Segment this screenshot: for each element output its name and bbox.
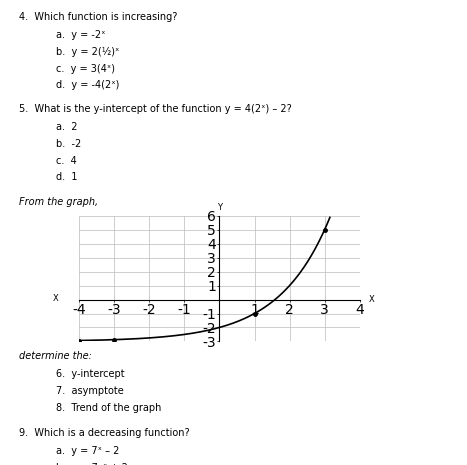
Text: c.  4: c. 4 <box>56 156 77 166</box>
Text: 4.  Which function is increasing?: 4. Which function is increasing? <box>19 12 177 22</box>
Text: d.  1: d. 1 <box>56 173 78 182</box>
Text: 6.  y-intercept: 6. y-intercept <box>56 369 125 379</box>
Text: determine the:: determine the: <box>19 351 92 361</box>
Text: b.  -2: b. -2 <box>56 139 81 149</box>
Text: a.  y = 7ˣ – 2: a. y = 7ˣ – 2 <box>56 446 120 456</box>
Text: d.  y = -4(2ˣ): d. y = -4(2ˣ) <box>56 80 120 90</box>
Text: 5.  What is the y-intercept of the function y = 4(2ˣ) – 2?: 5. What is the y-intercept of the functi… <box>19 104 291 114</box>
Text: 8.  Trend of the graph: 8. Trend of the graph <box>56 403 162 412</box>
Text: Y: Y <box>217 203 222 212</box>
Text: b.  y = 2(½)ˣ: b. y = 2(½)ˣ <box>56 47 120 57</box>
Text: b.  y = 7⁻ˣ + 2: b. y = 7⁻ˣ + 2 <box>56 463 128 465</box>
Text: 9.  Which is a decreasing function?: 9. Which is a decreasing function? <box>19 428 189 438</box>
Text: c.  y = 3(4ˣ): c. y = 3(4ˣ) <box>56 64 115 73</box>
Text: X: X <box>368 295 374 304</box>
Text: X: X <box>53 294 58 303</box>
Text: 7.  asymptote: 7. asymptote <box>56 386 124 396</box>
Text: a.  2: a. 2 <box>56 122 78 132</box>
Text: a.  y = -2ˣ: a. y = -2ˣ <box>56 30 106 40</box>
Text: From the graph,: From the graph, <box>19 198 98 207</box>
